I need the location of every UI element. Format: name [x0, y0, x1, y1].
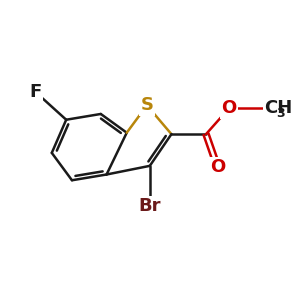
- Text: O: O: [210, 158, 225, 176]
- Text: CH: CH: [264, 99, 292, 117]
- Text: O: O: [221, 99, 237, 117]
- Text: Br: Br: [139, 197, 161, 215]
- Text: S: S: [140, 96, 153, 114]
- Text: 3: 3: [276, 107, 284, 120]
- Text: F: F: [30, 83, 42, 101]
